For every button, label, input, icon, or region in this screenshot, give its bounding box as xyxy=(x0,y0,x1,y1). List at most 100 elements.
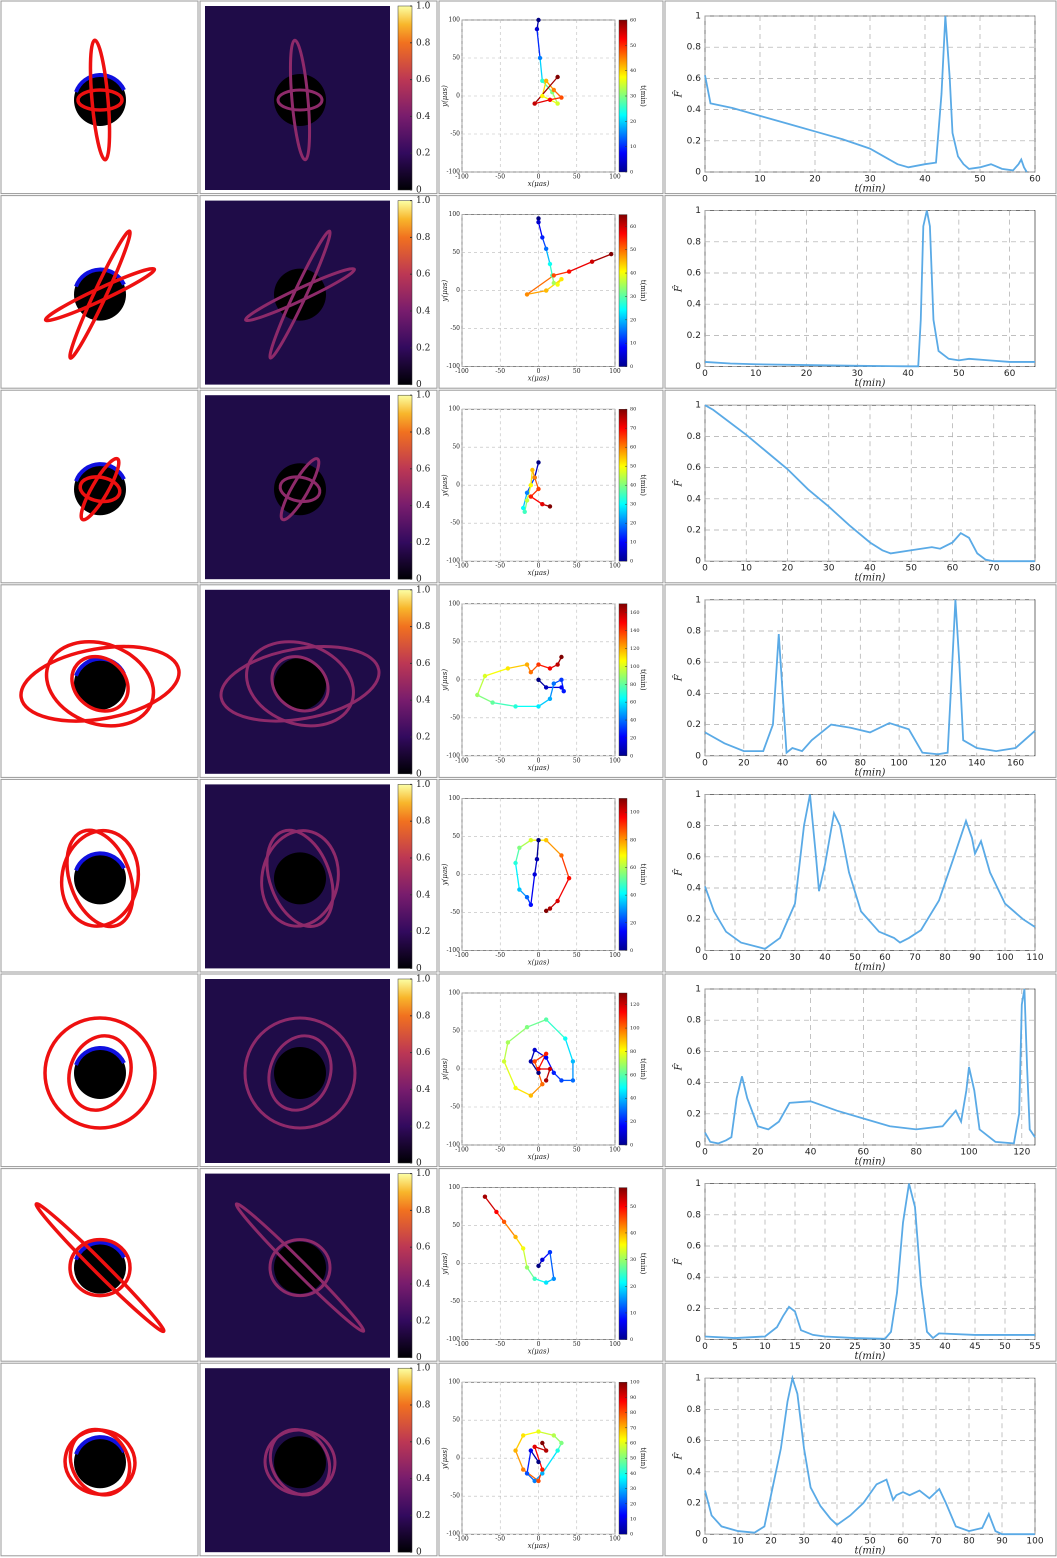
trajectory-point xyxy=(513,860,518,866)
y-tick-label: 100 xyxy=(449,1184,461,1191)
trajectory-segment xyxy=(541,80,553,93)
trajectory-point xyxy=(505,1040,511,1045)
trajectory-point xyxy=(543,78,549,84)
x-tick-label: 70 xyxy=(909,953,921,963)
x-tick-label: 100 xyxy=(609,757,621,764)
trajectory-point xyxy=(513,1085,518,1091)
x-tick-label: 60 xyxy=(1004,369,1016,379)
y-tick-label: -50 xyxy=(450,1298,460,1305)
colorbar-tick-label: 1.0 xyxy=(416,196,431,206)
y-tick-label: 0.4 xyxy=(687,494,702,504)
orbit xyxy=(267,1034,333,1112)
trajectory-point xyxy=(513,704,518,709)
light-curve xyxy=(704,1183,1035,1340)
colorbar-tick-label: 0.4 xyxy=(416,112,431,122)
trajectory-point xyxy=(536,216,541,221)
shadow xyxy=(74,852,126,905)
x-tick-label: 20 xyxy=(752,1148,764,1158)
trajectory-segment xyxy=(534,1446,543,1470)
trajectory-point xyxy=(532,475,537,480)
y-tick-label: 0 xyxy=(456,871,460,878)
y-tick-label: 0.4 xyxy=(687,1467,702,1477)
trajectory-segment xyxy=(484,1196,497,1213)
x-tick-label: 60 xyxy=(1029,175,1041,185)
trajectory-point xyxy=(524,498,530,503)
light-curve xyxy=(704,15,1028,173)
x-tick-label: 140 xyxy=(968,758,985,768)
trajectory-segment xyxy=(549,1252,555,1279)
trajectory-point xyxy=(501,1219,507,1225)
colorbar-tick-label: 0.6 xyxy=(416,1243,431,1253)
x-tick-label: 10 xyxy=(732,1537,744,1547)
trajectory-point xyxy=(547,906,553,911)
x-tick-label: 10 xyxy=(729,953,741,963)
colorbar-tick-label: 140 xyxy=(630,628,640,634)
trajectory-point xyxy=(551,273,556,278)
y-tick-label: 0.8 xyxy=(687,1405,702,1415)
trajectory-point xyxy=(524,292,530,297)
y-axis-label: F̂ xyxy=(673,479,685,488)
colorbar-tick-label: 80 xyxy=(630,407,636,413)
trajectory-segment xyxy=(530,496,543,505)
x-axis-label: t(min) xyxy=(855,1546,886,1557)
x-tick-label: 20 xyxy=(819,1342,831,1352)
y-axis-label: y(μas) xyxy=(441,474,449,497)
trajectory-point xyxy=(551,1433,556,1438)
red-orbit xyxy=(43,1016,157,1130)
colorbar-tick-label: 120 xyxy=(630,1002,640,1008)
y-tick-label: 0 xyxy=(456,1066,460,1073)
trajectory-point xyxy=(559,853,564,858)
x-tick-label: 50 xyxy=(974,175,986,185)
trajectory-segment xyxy=(560,855,570,879)
y-tick-label: -100 xyxy=(447,947,461,954)
trajectory-point xyxy=(528,1059,534,1064)
trajectory-segment xyxy=(591,253,612,263)
trajectory-point xyxy=(528,1448,534,1453)
trajectory-segment xyxy=(526,274,555,295)
trajectory-point xyxy=(536,677,541,682)
x-tick-label: 10 xyxy=(754,175,766,185)
y-tick-label: 100 xyxy=(449,600,461,607)
trajectory-segment xyxy=(530,469,534,486)
trajectory-point xyxy=(536,1070,541,1076)
y-axis-label: F̂ xyxy=(673,868,685,877)
light-curve xyxy=(704,1374,1035,1536)
orbit xyxy=(268,1428,332,1497)
trajectory-segment xyxy=(536,29,541,59)
trajectory-point xyxy=(532,1444,537,1450)
colorbar-tick-label: 80 xyxy=(630,1049,636,1055)
trajectory-segment xyxy=(537,222,543,238)
red-orbit xyxy=(79,456,121,522)
y-tick-label: 0.8 xyxy=(687,43,702,53)
colorbar-tick-label: 0 xyxy=(630,948,633,954)
x-tick-label: 80 xyxy=(910,1148,922,1158)
orbit xyxy=(245,640,355,728)
y-tick-label: 0 xyxy=(456,482,460,489)
x-tick-label: 50 xyxy=(864,1537,876,1547)
x-axis-label: x(μas) xyxy=(528,569,550,577)
x-axis-label: x(μas) xyxy=(528,375,550,383)
x-tick-label: 5 xyxy=(732,1342,738,1352)
shadow xyxy=(274,852,326,905)
colorbar-tick-label: 0.2 xyxy=(416,149,430,159)
x-tick-label: 80 xyxy=(1029,564,1041,574)
x-tick-label: 20 xyxy=(782,564,794,574)
x-tick-label: 100 xyxy=(609,368,621,375)
plot-area xyxy=(704,988,1036,1146)
trajectory-segment xyxy=(536,840,540,860)
colorbar xyxy=(618,1187,628,1340)
y-axis-label: y(μas) xyxy=(441,863,449,886)
y-tick-label: 0.8 xyxy=(687,1210,702,1220)
x-axis-label: x(μas) xyxy=(528,1348,550,1356)
y-tick-label: 0.6 xyxy=(687,1242,702,1252)
colorbar-tick-label: 20 xyxy=(630,1119,636,1125)
light-curve xyxy=(704,599,1036,756)
y-tick-label: -100 xyxy=(447,1531,461,1538)
y-tick-label: 1 xyxy=(695,401,701,411)
x-tick-label: 30 xyxy=(823,564,835,574)
x-axis-label: t(min) xyxy=(855,1351,886,1362)
trajectory-point xyxy=(521,1246,526,1251)
x-tick-label: -50 xyxy=(495,1341,505,1348)
trajectory-point xyxy=(532,1478,537,1484)
trajectory-point xyxy=(532,1059,537,1064)
